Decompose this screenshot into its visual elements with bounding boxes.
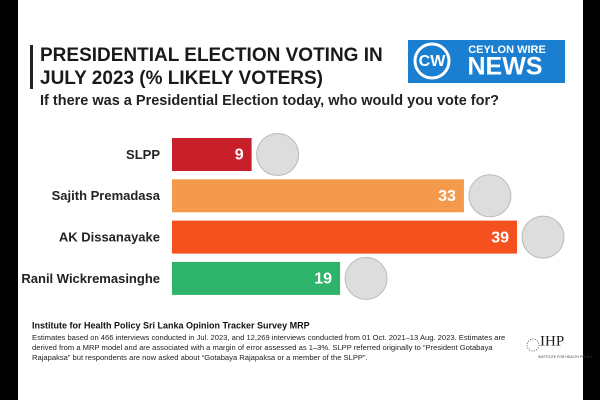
news-logo: CW CEYLON WIRE NEWS	[408, 40, 565, 83]
candidate-photo	[344, 256, 388, 300]
category-label: SLPP	[126, 147, 160, 162]
ihp-logo: IHP INSTITUTE FOR HEALTH POLICY	[526, 333, 593, 359]
logo-top: CEYLON WIRE	[468, 44, 546, 56]
logo-ring	[413, 42, 451, 80]
value-label: 19	[314, 271, 332, 288]
category-label: AK Dissanayake	[59, 230, 160, 245]
value-label: 9	[235, 147, 244, 164]
title-bar	[30, 45, 33, 89]
bar	[172, 179, 464, 213]
candidate-photo	[256, 133, 300, 176]
value-label: 39	[491, 229, 509, 246]
category-label: Ranil Wickremasinghe	[21, 271, 160, 286]
source: Institute for Health Policy Sri Lanka Op…	[32, 320, 310, 330]
chart-title: JULY 2023 (% LIKELY VOTERS)	[40, 68, 323, 89]
value-label: 33	[438, 188, 456, 205]
ihp-icon	[526, 338, 540, 352]
ihp-text: INSTITUTE FOR HEALTH POLICY	[538, 355, 593, 359]
candidate-photo	[468, 174, 512, 218]
chart-subtitle: If there was a Presidential Election tod…	[40, 93, 499, 109]
candidate-photo	[521, 215, 565, 259]
note: Estimates based on 466 interviews conduc…	[32, 333, 505, 342]
chart-title: PRESIDENTIAL ELECTION VOTING IN	[40, 45, 383, 66]
bar	[172, 138, 252, 171]
logo-bottom: NEWS	[468, 53, 543, 81]
note: derived from a MRP model and are associa…	[32, 343, 493, 352]
bar	[172, 220, 517, 254]
bar	[172, 261, 341, 295]
logo-mark: CW	[419, 53, 447, 70]
ihp-mark: IHP	[540, 333, 564, 349]
category-label: Sajith Premadasa	[52, 188, 161, 203]
note: Rajapaksa” but respondents are now asked…	[32, 353, 368, 362]
logo-bg	[408, 40, 565, 83]
